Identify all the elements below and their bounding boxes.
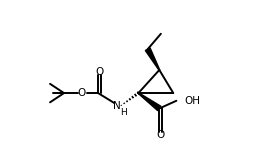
Text: OH: OH <box>184 96 200 106</box>
Text: N: N <box>113 101 121 111</box>
Text: O: O <box>96 67 104 77</box>
Polygon shape <box>138 93 161 111</box>
Polygon shape <box>145 48 160 70</box>
Text: H: H <box>121 108 127 118</box>
Text: O: O <box>77 88 85 98</box>
Text: O: O <box>157 130 165 140</box>
